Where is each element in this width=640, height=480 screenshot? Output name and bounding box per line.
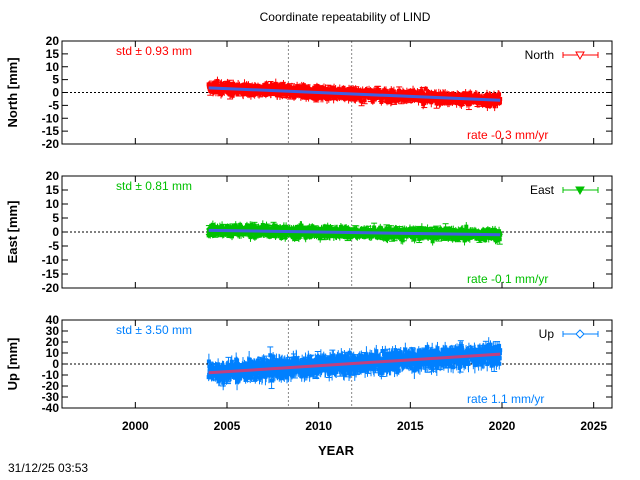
data-point — [370, 99, 375, 104]
data-point — [299, 223, 304, 228]
data-point — [378, 225, 383, 230]
data-point — [273, 81, 278, 86]
data-point — [384, 226, 389, 231]
data-point — [492, 104, 497, 109]
y-tick-label: -5 — [48, 98, 59, 112]
data-point — [303, 85, 308, 90]
x-axis-label: YEAR — [318, 443, 355, 458]
data-point — [279, 236, 284, 241]
data-point — [379, 99, 384, 104]
rate-label: rate -0.3 mm/yr — [467, 128, 548, 142]
data-point — [492, 92, 497, 97]
y-tick-label: 0 — [52, 86, 59, 100]
data-point — [229, 234, 234, 239]
data-point — [460, 101, 465, 106]
data-point — [333, 87, 338, 92]
data-point — [260, 222, 265, 227]
data-point — [468, 90, 473, 95]
y-tick-label: -20 — [42, 137, 60, 151]
data-point — [387, 226, 392, 231]
data-point — [346, 226, 351, 231]
data-point — [281, 224, 286, 229]
data-point — [488, 103, 493, 108]
data-point — [342, 96, 347, 101]
data-point — [423, 86, 428, 91]
data-point — [264, 81, 269, 86]
y-tick-label: 5 — [52, 73, 59, 87]
data-point — [318, 236, 323, 241]
data-point — [466, 102, 471, 107]
data-point — [408, 88, 413, 93]
data-point — [359, 99, 364, 104]
data-point — [284, 224, 289, 229]
triangle-marker-icon — [575, 51, 585, 61]
data-point — [337, 87, 342, 92]
data-point — [322, 224, 327, 229]
legend-label: North — [525, 48, 554, 62]
y-axis-label: North [mm] — [5, 57, 20, 127]
data-point — [275, 92, 280, 97]
data-point — [303, 235, 308, 240]
data-point — [315, 96, 320, 101]
data-point — [335, 94, 340, 99]
data-point — [416, 98, 421, 103]
data-point — [331, 96, 336, 101]
data-point — [391, 89, 396, 94]
data-point — [415, 90, 420, 95]
data-point — [497, 92, 502, 97]
chart-title: Coordinate repeatability of LIND — [260, 10, 431, 24]
timestamp: 31/12/25 03:53 — [8, 461, 88, 475]
legend: North — [525, 48, 599, 62]
y-tick-label: -15 — [42, 124, 60, 138]
y-tick-label: 10 — [46, 60, 60, 74]
data-point — [301, 83, 306, 88]
trend-line — [208, 86, 501, 102]
data-point — [362, 98, 367, 103]
data-point — [429, 100, 434, 105]
y-tick-label: 20 — [46, 34, 60, 48]
data-point — [292, 95, 297, 100]
data-point — [325, 224, 330, 229]
data-point — [326, 96, 331, 101]
data-point — [372, 225, 377, 230]
data-point — [220, 223, 225, 228]
data-point — [227, 82, 232, 87]
y-tick-label: -10 — [42, 111, 60, 125]
data-point — [277, 93, 282, 98]
data-point — [225, 80, 230, 85]
data-point — [233, 223, 238, 228]
y-tick-label: 15 — [46, 47, 60, 61]
data-point — [389, 98, 394, 103]
std-label: std ± 0.93 mm — [116, 44, 192, 58]
